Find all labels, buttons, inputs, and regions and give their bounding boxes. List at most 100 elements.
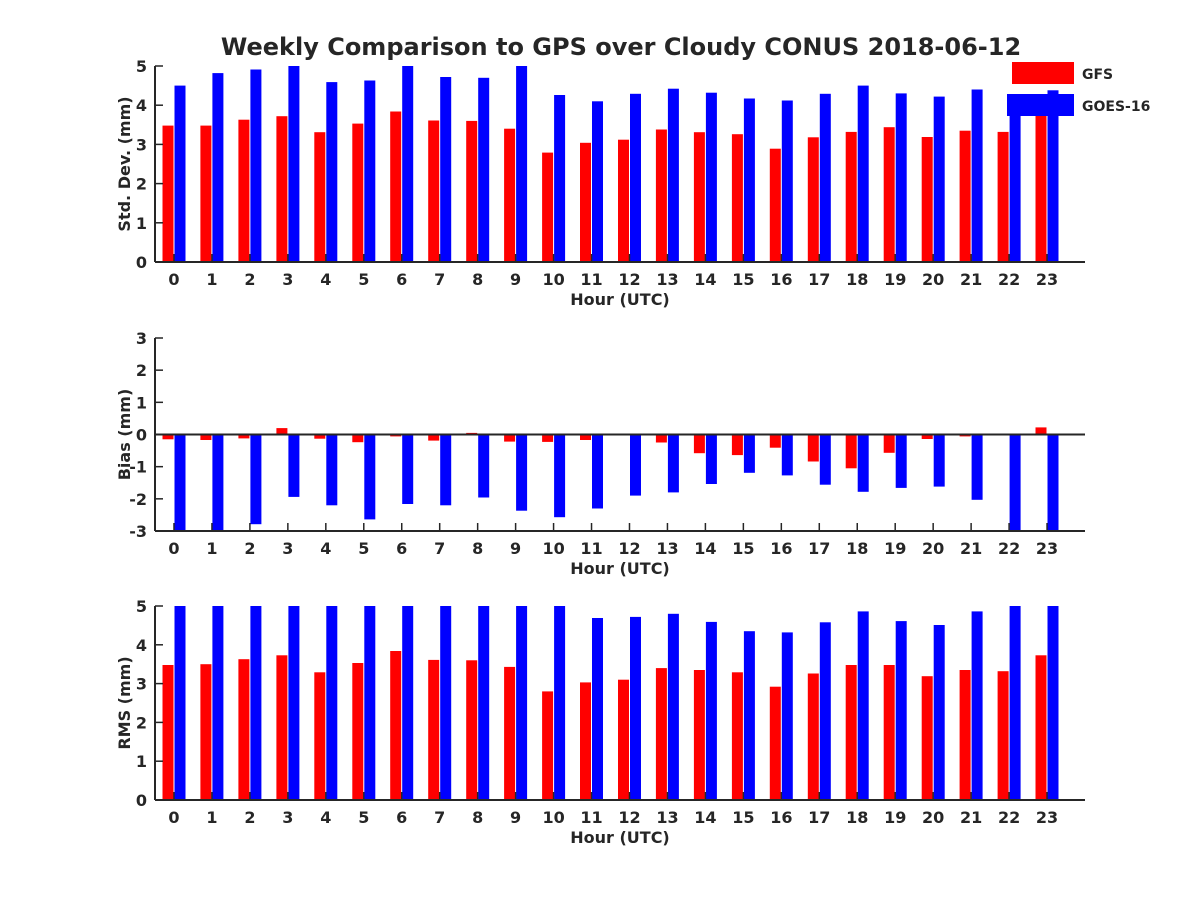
bar-gfs-hour-3	[276, 655, 288, 800]
y-axis-label: RMS (mm)	[115, 656, 134, 749]
bar-goes-16-hour-11	[592, 101, 603, 262]
bar-gfs-hour-4	[314, 434, 326, 439]
bar-goes-16-hour-19	[895, 93, 907, 263]
bar-goes-16-hour-8	[478, 434, 490, 498]
x-tick-label: 12	[618, 539, 640, 558]
bar-goes-16-hour-17	[819, 622, 831, 800]
bar-goes-16-hour-14	[705, 621, 717, 800]
bar-goes-16-hour-13	[667, 434, 679, 493]
legend: GFS GOES-16	[1007, 62, 1150, 116]
bar-goes-16-hour-20	[933, 625, 945, 800]
x-tick-label: 15	[732, 270, 754, 289]
x-tick-label: 9	[510, 539, 521, 558]
x-tick-label: 12	[618, 808, 640, 827]
y-axis-label: Std. Dev. (mm)	[115, 96, 134, 231]
bar-gfs-hour-13	[655, 434, 667, 443]
x-tick-label: 11	[580, 270, 602, 289]
legend-swatch-gfs	[1012, 62, 1074, 84]
y-tick-label: 3	[136, 135, 147, 154]
bar-gfs-hour-17	[807, 434, 819, 462]
bar-gfs-hour-16	[769, 434, 781, 448]
x-tick-label: 15	[732, 808, 754, 827]
bar-goes-16-hour-10	[554, 95, 566, 262]
bar-gfs-hour-0	[162, 434, 174, 440]
x-tick-label: 4	[320, 539, 331, 558]
bar-goes-16-hour-21	[971, 611, 983, 800]
x-tick-label: 13	[656, 270, 678, 289]
x-tick-label: 10	[542, 270, 564, 289]
bar-goes-16-hour-20	[933, 434, 945, 487]
bar-gfs-hour-19	[883, 665, 895, 800]
bar-gfs-hour-7	[428, 659, 440, 800]
bar-goes-16-hour-11	[592, 434, 603, 509]
bar-gfs-hour-21	[959, 130, 971, 262]
x-tick-label: 21	[960, 808, 982, 827]
y-tick-label: 2	[136, 713, 147, 732]
bar-goes-16-hour-16	[781, 632, 793, 800]
bar-gfs-hour-0	[162, 665, 174, 800]
x-tick-label: 19	[884, 270, 906, 289]
x-tick-label: 5	[358, 270, 369, 289]
bar-goes-16-hour-16	[781, 100, 793, 262]
bar-gfs-hour-16	[769, 148, 781, 262]
bar-goes-16-hour-22	[1009, 434, 1021, 531]
x-tick-label: 0	[168, 539, 179, 558]
x-axis-label: Hour (UTC)	[570, 828, 670, 847]
bar-gfs-hour-2	[238, 434, 250, 439]
bar-goes-16-hour-6	[402, 606, 414, 800]
y-tick-label: 1	[136, 752, 147, 771]
bar-goes-16-hour-15	[743, 631, 755, 800]
x-tick-label: 22	[998, 539, 1020, 558]
bar-gfs-hour-1	[200, 664, 212, 800]
x-tick-label: 17	[808, 808, 830, 827]
x-tick-label: 10	[542, 808, 564, 827]
bar-goes-16-hour-0	[174, 606, 186, 800]
y-tick-label: 3	[136, 675, 147, 694]
x-tick-label: 9	[510, 270, 521, 289]
y-tick-label: 1	[136, 214, 147, 233]
x-tick-label: 23	[1036, 270, 1058, 289]
bar-goes-16-hour-23	[1047, 606, 1059, 800]
y-tick-label: 3	[136, 329, 147, 348]
bar-gfs-hour-17	[807, 137, 819, 262]
x-tick-label: 17	[808, 270, 830, 289]
bar-goes-16-hour-5	[364, 434, 376, 520]
bar-gfs-hour-13	[655, 668, 667, 800]
bar-gfs-hour-15	[731, 672, 743, 800]
bar-goes-16-hour-12	[630, 93, 641, 262]
bar-gfs-hour-12	[618, 139, 629, 262]
bar-goes-16-hour-13	[667, 613, 679, 800]
bar-gfs-hour-15	[731, 134, 743, 262]
bar-goes-16-hour-9	[516, 606, 528, 800]
bar-gfs-hour-21	[959, 670, 971, 800]
bar-goes-16-hour-21	[971, 89, 983, 262]
bar-gfs-hour-8	[466, 120, 478, 263]
bar-gfs-hour-4	[314, 672, 326, 800]
x-tick-label: 1	[206, 808, 217, 827]
x-tick-label: 8	[472, 808, 483, 827]
x-tick-label: 15	[732, 539, 754, 558]
bar-gfs-hour-7	[428, 434, 440, 441]
bar-goes-16-hour-21	[971, 434, 983, 500]
bar-gfs-hour-5	[352, 434, 364, 443]
x-tick-label: 16	[770, 270, 792, 289]
bar-goes-16-hour-1	[212, 73, 224, 262]
y-tick-label: 2	[136, 361, 147, 380]
bar-goes-16-hour-19	[895, 434, 907, 488]
bar-gfs-hour-5	[352, 123, 364, 262]
bar-gfs-hour-8	[466, 660, 478, 800]
bar-goes-16-hour-3	[288, 606, 300, 800]
x-tick-label: 1	[206, 270, 217, 289]
x-tick-label: 22	[998, 270, 1020, 289]
bar-gfs-hour-23	[1035, 113, 1047, 262]
bar-gfs-hour-10	[542, 691, 554, 800]
bar-goes-16-hour-5	[364, 606, 376, 800]
x-tick-label: 18	[846, 270, 868, 289]
y-tick-label: 0	[136, 791, 147, 810]
bar-gfs-hour-15	[731, 434, 743, 456]
bar-gfs-hour-13	[655, 129, 667, 262]
bar-goes-16-hour-10	[554, 434, 566, 518]
x-tick-label: 20	[922, 539, 944, 558]
bar-gfs-hour-20	[921, 676, 933, 800]
